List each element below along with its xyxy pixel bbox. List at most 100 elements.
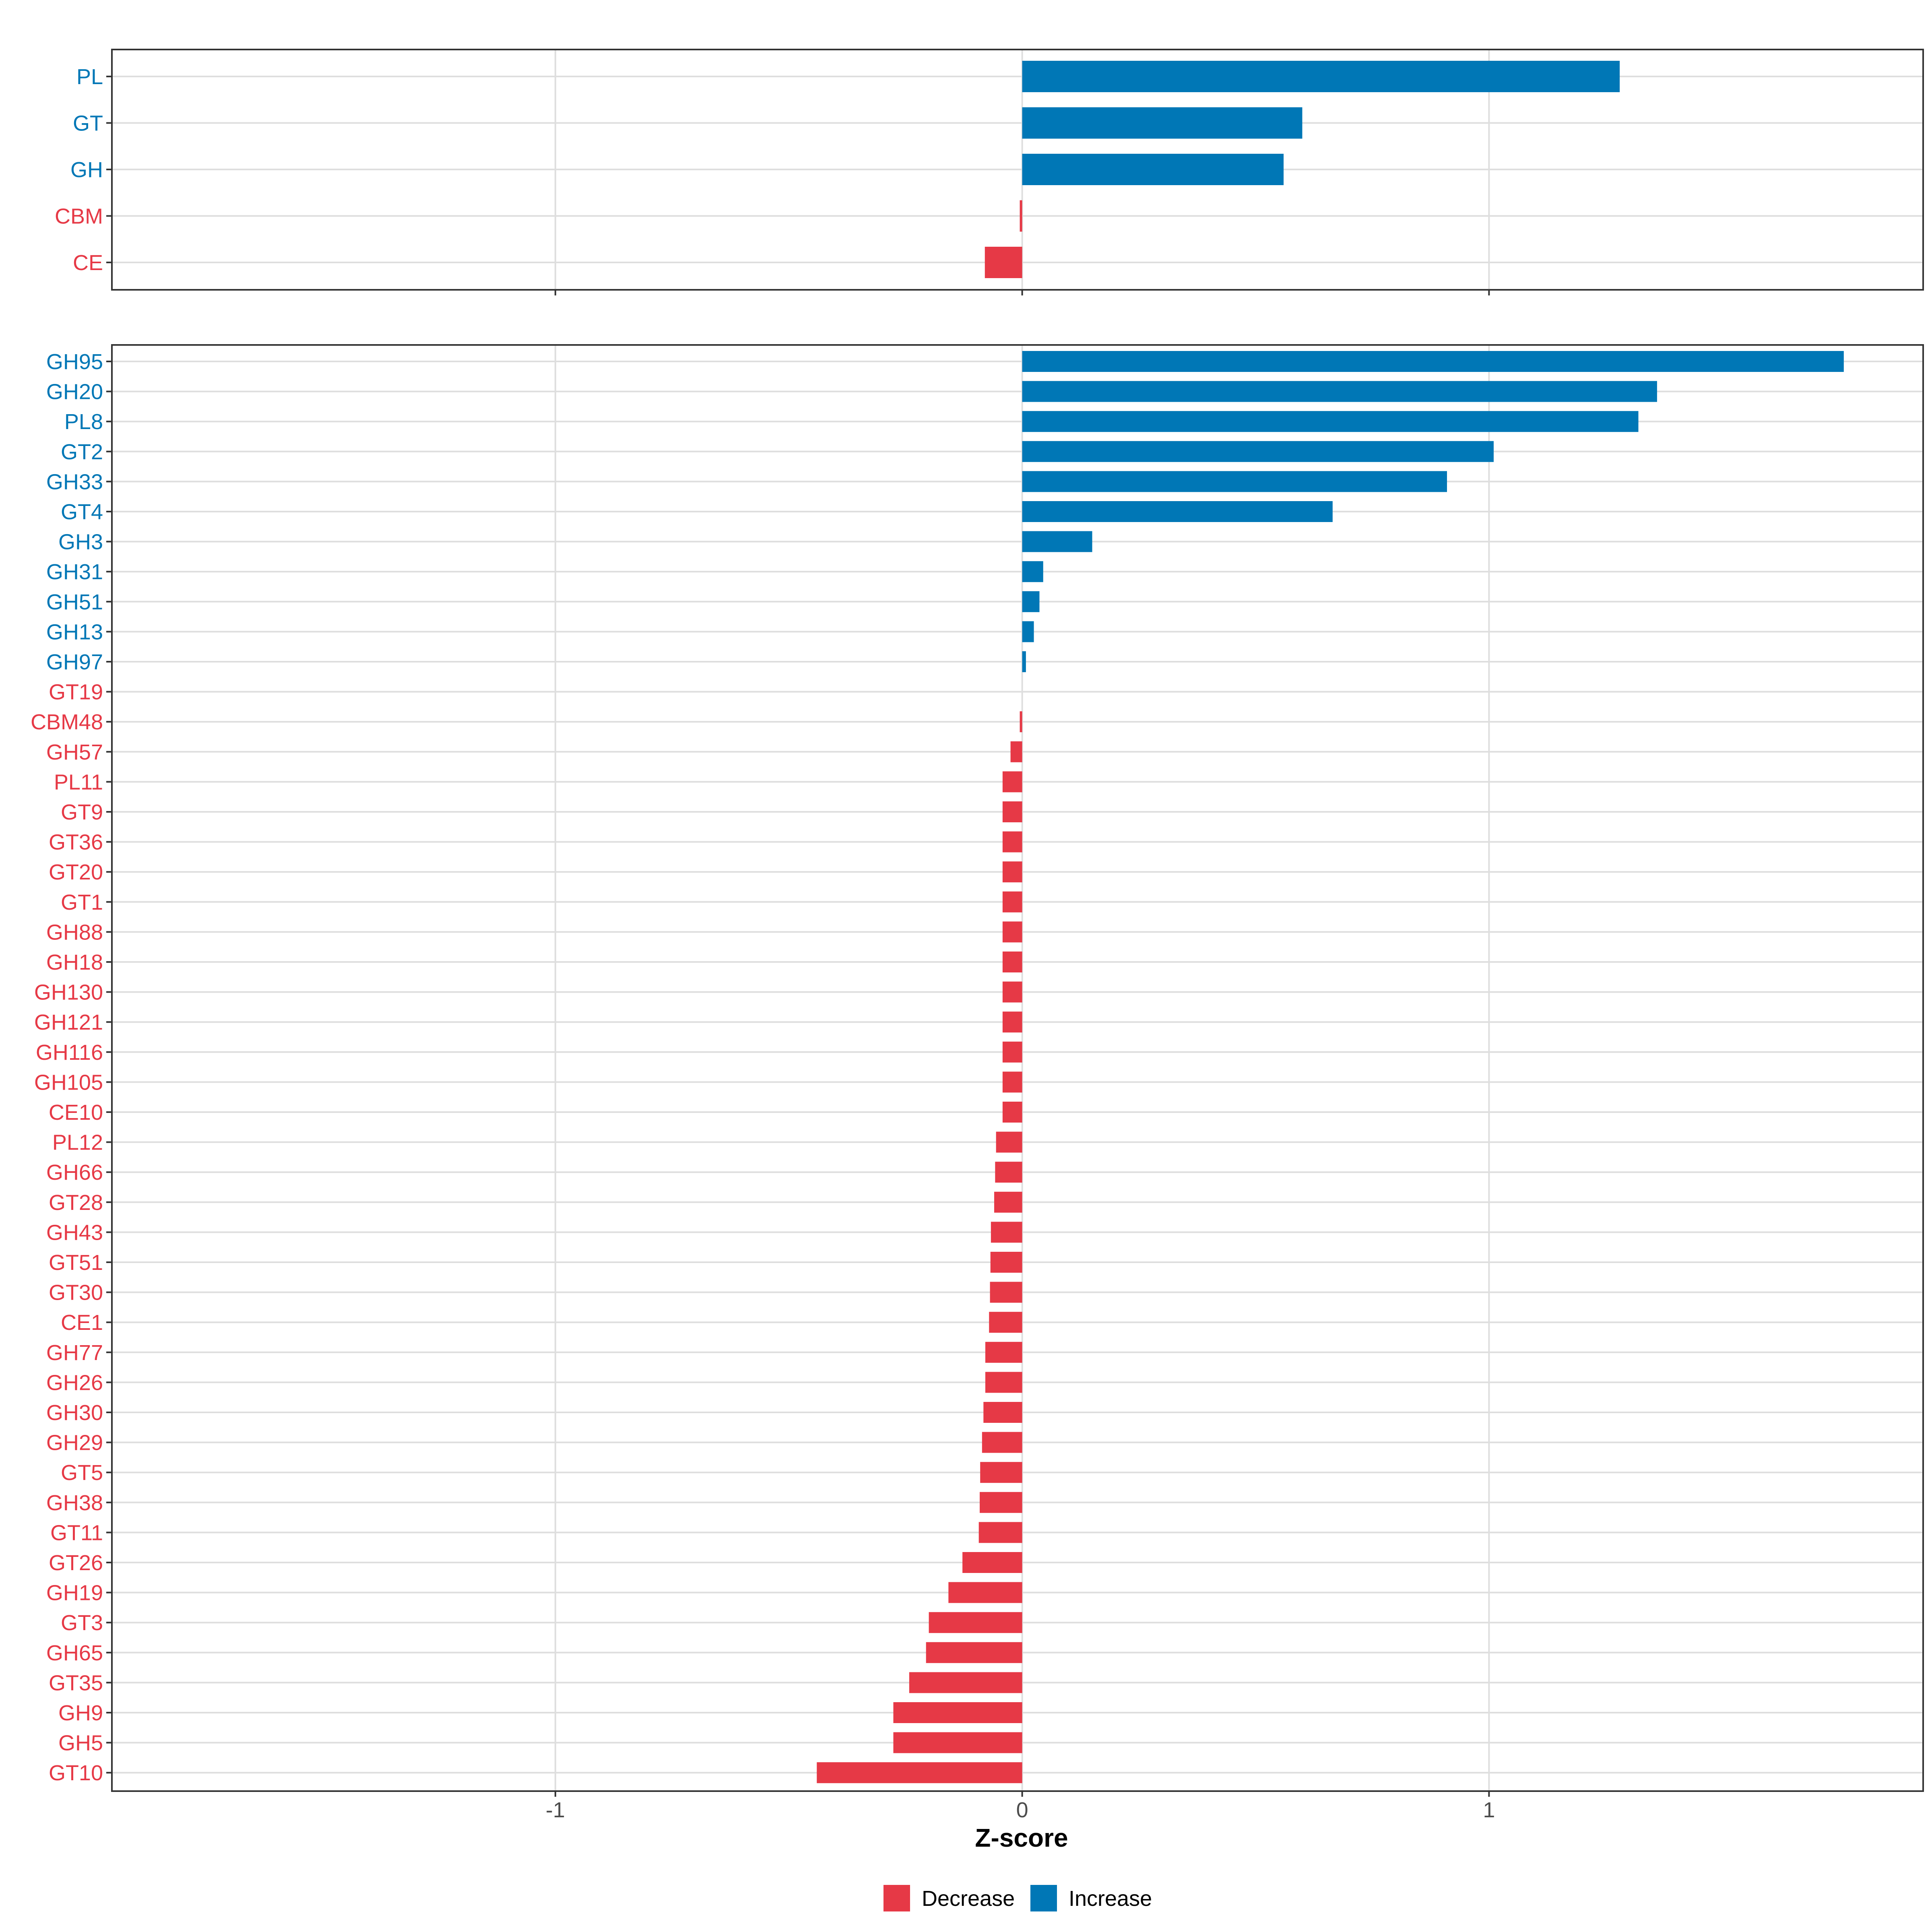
bar-gh88 [1002, 921, 1022, 943]
y-tick-label-gh121: GH121 [34, 1010, 103, 1034]
legend: Decrease Increase [883, 1885, 1152, 1911]
bar-gh105 [1002, 1071, 1022, 1093]
bar-gh30 [983, 1402, 1022, 1423]
y-tick-label-gt30: GT30 [49, 1281, 103, 1305]
bar-gh77 [985, 1342, 1022, 1363]
legend-label-increase: Increase [1069, 1887, 1152, 1911]
bar-gh38 [980, 1492, 1022, 1513]
bar-gt1 [1002, 891, 1022, 912]
bar-pl12 [996, 1131, 1022, 1153]
y-tick-label-gh97: GH97 [46, 650, 103, 674]
x-axis-title: Z-score [975, 1823, 1068, 1852]
y-tick-label-gh65: GH65 [46, 1641, 103, 1665]
y-tick-label-ce: CE [73, 251, 103, 275]
bar-gt28 [994, 1191, 1022, 1213]
bar-gt2 [1022, 441, 1494, 462]
bar-gh65 [926, 1642, 1022, 1663]
y-tick-label-gt26: GT26 [49, 1551, 103, 1575]
y-tick-label-gt51: GT51 [49, 1251, 103, 1275]
y-tick-label-cbm: CBM [55, 204, 103, 229]
bar-pl8 [1022, 411, 1639, 432]
y-tick-label-gt19: GT19 [49, 680, 103, 704]
bar-gh95 [1022, 351, 1844, 372]
y-tick-label-gt20: GT20 [49, 860, 103, 884]
y-tick-label-pl11: PL11 [54, 770, 103, 794]
bar-gt3 [929, 1612, 1022, 1633]
x-tick-label: 1 [1483, 1798, 1495, 1822]
y-tick-label-gh57: GH57 [46, 740, 103, 764]
bar-gh97 [1022, 651, 1026, 672]
y-tick-label-gt10: GT10 [49, 1761, 103, 1785]
y-tick-label-gt: GT [73, 111, 103, 136]
y-tick-label-gh26: GH26 [46, 1371, 103, 1395]
x-axis: -1 0 1 [546, 1798, 1495, 1822]
y-tick-label-gh13: GH13 [46, 620, 103, 644]
bar-gh9 [893, 1702, 1022, 1723]
bar-gh121 [1002, 1011, 1022, 1033]
legend-swatch-decrease [883, 1885, 910, 1911]
y-tick-label-gh66: GH66 [46, 1160, 103, 1185]
panel-border [111, 49, 1924, 291]
bar-gh116 [1002, 1041, 1022, 1063]
bar-gh43 [991, 1222, 1022, 1243]
bar-gt35 [909, 1672, 1022, 1693]
bar-gh57 [1010, 741, 1022, 762]
y-tick-label-gt28: GT28 [49, 1191, 103, 1215]
bar-cbm48 [1020, 711, 1022, 733]
class-level-panel: PL GT GH CBM CE [55, 49, 1924, 295]
bar-gh5 [893, 1732, 1022, 1753]
y-tick-label-gt5: GT5 [61, 1461, 103, 1485]
y-tick-label-ce1: CE1 [61, 1311, 103, 1335]
bar-gt20 [1002, 861, 1022, 883]
y-tick-label-gh43: GH43 [46, 1220, 103, 1245]
y-tick-label-gh116: GH116 [36, 1040, 103, 1065]
bar-ce10 [1002, 1102, 1022, 1123]
bar-gh29 [982, 1432, 1022, 1453]
y-tick-label-gh31: GH31 [46, 560, 103, 584]
panel-border [111, 344, 1924, 1792]
y-tick-label-gh95: GH95 [46, 350, 103, 374]
y-tick-label-gt11: GT11 [50, 1521, 103, 1545]
bar-gh31 [1022, 561, 1043, 582]
y-tick-label-cbm48: CBM48 [31, 710, 103, 734]
y-tick-label-gh38: GH38 [46, 1491, 103, 1515]
y-tick-label-gt35: GT35 [49, 1671, 103, 1695]
y-tick-label-gt36: GT36 [49, 830, 103, 855]
y-tick-label-gh9: GH9 [58, 1701, 103, 1725]
bar-cbm [1020, 200, 1022, 232]
y-tick-label-gh30: GH30 [46, 1401, 103, 1425]
bar-gh13 [1022, 621, 1034, 642]
y-tick-label-gt4: GT4 [61, 500, 103, 524]
bar-gt4 [1022, 501, 1333, 522]
y-tick-label-pl: PL [76, 65, 103, 89]
bar-gh33 [1022, 471, 1447, 492]
bar-gt10 [817, 1762, 1022, 1783]
y-tick-label-gt1: GT1 [61, 890, 103, 914]
y-tick-label-gh77: GH77 [46, 1341, 103, 1365]
y-tick-label-gh51: GH51 [46, 590, 103, 614]
family-level-panel: GH95 GH20 PL8 GT2 GH33 GT4 GH3 GH31 GH51 GH13 GH97… [31, 344, 1924, 1797]
bar-pl11 [1002, 771, 1022, 793]
y-tick-label-gh33: GH33 [46, 470, 103, 494]
y-tick-label-gh130: GH130 [34, 980, 103, 1005]
y-tick-label-gh88: GH88 [46, 920, 103, 944]
bar-gh51 [1022, 591, 1040, 612]
y-tick-label-pl12: PL12 [52, 1131, 103, 1155]
legend-swatch-increase [1030, 1885, 1057, 1911]
bar-gt26 [962, 1552, 1022, 1573]
bar-ce1 [989, 1312, 1022, 1333]
bar-gh130 [1002, 981, 1022, 1003]
bar-gt51 [990, 1252, 1022, 1273]
bar-gh20 [1022, 381, 1657, 402]
y-tick-label-gh3: GH3 [58, 530, 103, 554]
bar-gt30 [990, 1282, 1022, 1303]
y-tick-label-gt3: GT3 [61, 1611, 103, 1635]
y-tick-label-gt9: GT9 [61, 800, 103, 824]
bar-pl [1022, 61, 1620, 92]
bar-gt36 [1002, 831, 1022, 852]
y-tick-label-gh29: GH29 [46, 1431, 103, 1455]
bar-gt9 [1002, 801, 1022, 822]
bar-gt5 [980, 1462, 1022, 1483]
y-tick-label-gt2: GT2 [61, 440, 103, 464]
